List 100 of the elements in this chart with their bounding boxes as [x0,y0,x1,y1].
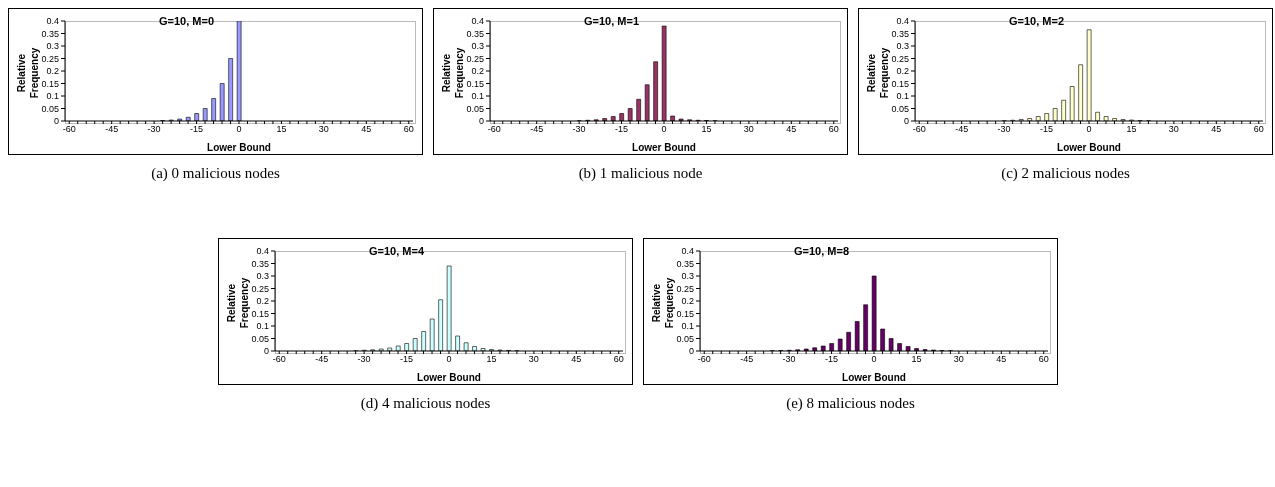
y-tick-label: 0.3 [46,41,59,52]
y-tick-label: 0.2 [46,66,59,77]
x-tick-label: -30 [997,124,1011,135]
y-tick-label: 0 [478,116,484,127]
x-tick-label: -30 [572,124,586,135]
y-tick-label: 0.3 [471,41,484,52]
y-tick-label: 0.25 [676,283,694,294]
x-axis-title: Lower Bound [417,372,481,383]
x-tick-label: -30 [357,354,371,365]
y-tick-label: 0.25 [251,283,269,294]
y-tick-label: 0.35 [891,28,909,39]
chart-title: G=10, M=8 [794,245,850,257]
x-tick-label: 60 [1038,354,1049,365]
y-tick-label: 0.2 [256,296,269,307]
x-axis-title: Lower Bound [842,372,906,383]
x-tick-label: 15 [701,124,712,135]
text: (d) 4 malicious nodes [359,395,492,412]
y-tick-label: 0 [53,116,59,127]
y-tick-label: 0.15 [891,78,909,89]
text: (c) 2 malicious nodes [1000,165,1131,182]
y-tick-label: 0 [263,346,269,357]
x-tick-label: 0 [446,354,452,365]
x-tick-label: -60 [272,354,286,365]
y-tick-label: 0 [688,346,694,357]
y-tick-label: 0.3 [896,41,909,52]
y-tick-label: 0.1 [256,321,269,332]
x-tick-label: -60 [697,354,711,365]
x-tick-label: 30 [953,354,964,365]
x-tick-label: 0 [236,124,242,135]
x-tick-label: 45 [1211,124,1222,135]
y-tick-label: 0.35 [676,258,694,269]
x-tick-label: 30 [1168,124,1179,135]
x-tick-label: -30 [147,124,161,135]
y-axis-title: Relative Frequency [865,46,891,100]
y-tick-label: 0.25 [466,53,484,64]
x-tick-label: -15 [1040,124,1054,135]
y-tick-label: 0.4 [681,246,694,257]
chart-title: G=10, M=1 [584,15,640,27]
x-tick-label: -15 [400,354,414,365]
x-axis-title: Lower Bound [1057,142,1121,153]
x-tick-label: 15 [911,354,922,365]
x-tick-label: 60 [828,124,839,135]
text: (b) 1 malicious node [577,165,704,182]
x-tick-label: 45 [571,354,582,365]
y-tick-label: 0.05 [41,103,59,114]
y-tick-label: 0.35 [41,28,59,39]
y-tick-label: 0.4 [256,246,269,257]
x-tick-label: -45 [530,124,544,135]
x-tick-label: -60 [62,124,76,135]
x-tick-label: 0 [661,124,667,135]
x-tick-label: 45 [786,124,797,135]
y-axis-title: Relative Frequency [15,46,41,100]
x-tick-label: 15 [1126,124,1137,135]
y-tick-label: 0.3 [681,271,694,282]
y-tick-label: 0.2 [681,296,694,307]
y-tick-label: 0.05 [891,103,909,114]
y-tick-label: 0.1 [471,91,484,102]
y-tick-label: 0.15 [466,78,484,89]
y-tick-label: 0.1 [896,91,909,102]
y-tick-label: 0.2 [471,66,484,77]
x-tick-label: -45 [740,354,754,365]
y-axis-title: Relative Frequency [650,276,676,330]
y-tick-label: 0.4 [471,16,484,27]
chart-title: G=10, M=4 [369,245,425,257]
y-tick-label: 0.35 [466,28,484,39]
x-tick-label: 60 [613,354,624,365]
y-tick-label: 0.25 [891,53,909,64]
x-tick-label: 30 [743,124,754,135]
x-tick-label: -60 [912,124,926,135]
y-tick-label: 0.25 [41,53,59,64]
x-tick-label: 30 [528,354,539,365]
text: (e) 8 malicious nodes [785,395,916,412]
x-tick-label: 60 [403,124,414,135]
y-tick-label: 0.4 [46,16,59,27]
y-tick-label: 0.05 [466,103,484,114]
x-tick-label: -60 [487,124,501,135]
x-tick-label: 0 [1086,124,1092,135]
x-tick-label: 30 [318,124,329,135]
x-tick-label: -45 [315,354,329,365]
y-tick-label: 0.4 [896,16,909,27]
chart-title: G=10, M=0 [159,15,215,27]
y-tick-label: 0.15 [251,308,269,319]
y-tick-label: 0.3 [256,271,269,282]
x-tick-label: 0 [871,354,877,365]
x-tick-label: 60 [1253,124,1264,135]
x-tick-label: 15 [486,354,497,365]
y-tick-label: 0.1 [681,321,694,332]
y-tick-label: 0.05 [676,333,694,344]
y-tick-label: 0.15 [41,78,59,89]
x-tick-label: -45 [105,124,119,135]
x-tick-label: 45 [996,354,1007,365]
x-tick-label: -45 [955,124,969,135]
chart-title: G=10, M=2 [1009,15,1065,27]
x-axis-title: Lower Bound [632,142,696,153]
y-tick-label: 0.2 [896,66,909,77]
x-tick-label: -15 [190,124,204,135]
y-tick-label: 0.1 [46,91,59,102]
x-tick-label: 45 [361,124,372,135]
y-tick-label: 0.05 [251,333,269,344]
y-tick-label: 0.15 [676,308,694,319]
